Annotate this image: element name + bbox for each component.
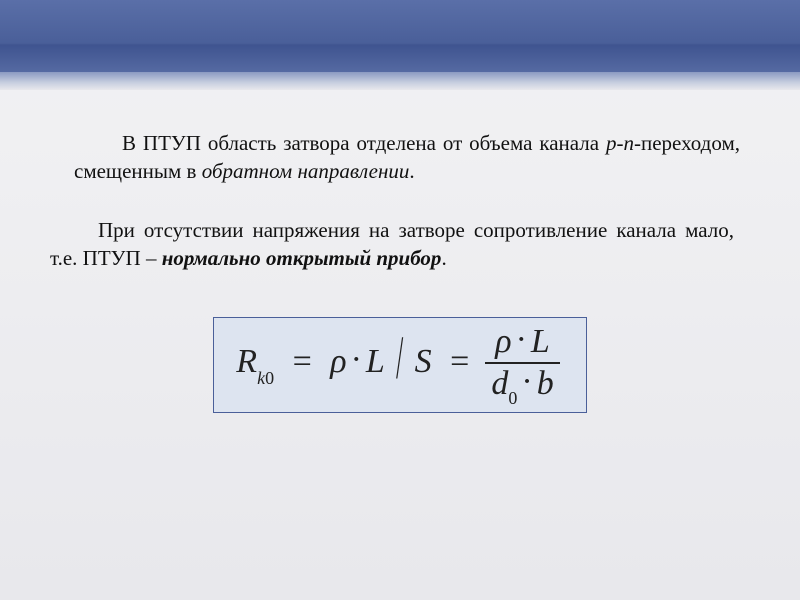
sym-zero-2: 0 — [508, 388, 517, 408]
sym-R: R — [236, 343, 257, 380]
fraction-denominator: d0·b — [485, 364, 559, 408]
fraction-numerator: ρ·L — [489, 322, 556, 362]
formula-container: Rk0 = ρ·L / S = ρ·L d0·b — [50, 317, 750, 413]
sym-slash: / — [394, 326, 404, 394]
sym-L-2: L — [531, 323, 550, 360]
sym-eq-1: = — [283, 343, 322, 380]
formula-fraction: ρ·L d0·b — [485, 322, 559, 408]
sym-dot-3: · — [517, 363, 536, 400]
sym-dot-2: · — [512, 321, 531, 358]
title-bar — [0, 0, 800, 90]
sym-zero-1: 0 — [265, 368, 274, 388]
p1-lead: В ПТУП область затвора отделена от объем… — [122, 131, 606, 155]
sym-k: k — [257, 368, 265, 388]
paragraph-2: При отсутствии напряжения на затворе соп… — [50, 217, 750, 272]
sym-S: S — [415, 343, 432, 380]
sym-d: d — [491, 365, 508, 402]
p2-end: . — [441, 246, 446, 270]
p2-emph: нормально открытый прибор — [162, 246, 442, 270]
p1-rev: обратном направлении — [202, 159, 410, 183]
formula-box: Rk0 = ρ·L / S = ρ·L d0·b — [213, 317, 586, 413]
sym-b: b — [537, 365, 554, 402]
p1-end: . — [409, 159, 414, 183]
paragraph-1: В ПТУП область затвора отделена от объем… — [50, 130, 750, 185]
sym-rho-2: ρ — [495, 323, 511, 360]
slide-body: В ПТУП область затвора отделена от объем… — [0, 90, 800, 413]
sym-dot-1: · — [347, 341, 366, 378]
formula-lhs: Rk0 = ρ·L / S = — [236, 343, 479, 385]
p1-pn: р-n — [606, 131, 634, 155]
sym-rho-1: ρ — [330, 343, 346, 380]
sym-eq-2: = — [440, 343, 479, 380]
sym-L-1: L — [366, 343, 384, 380]
